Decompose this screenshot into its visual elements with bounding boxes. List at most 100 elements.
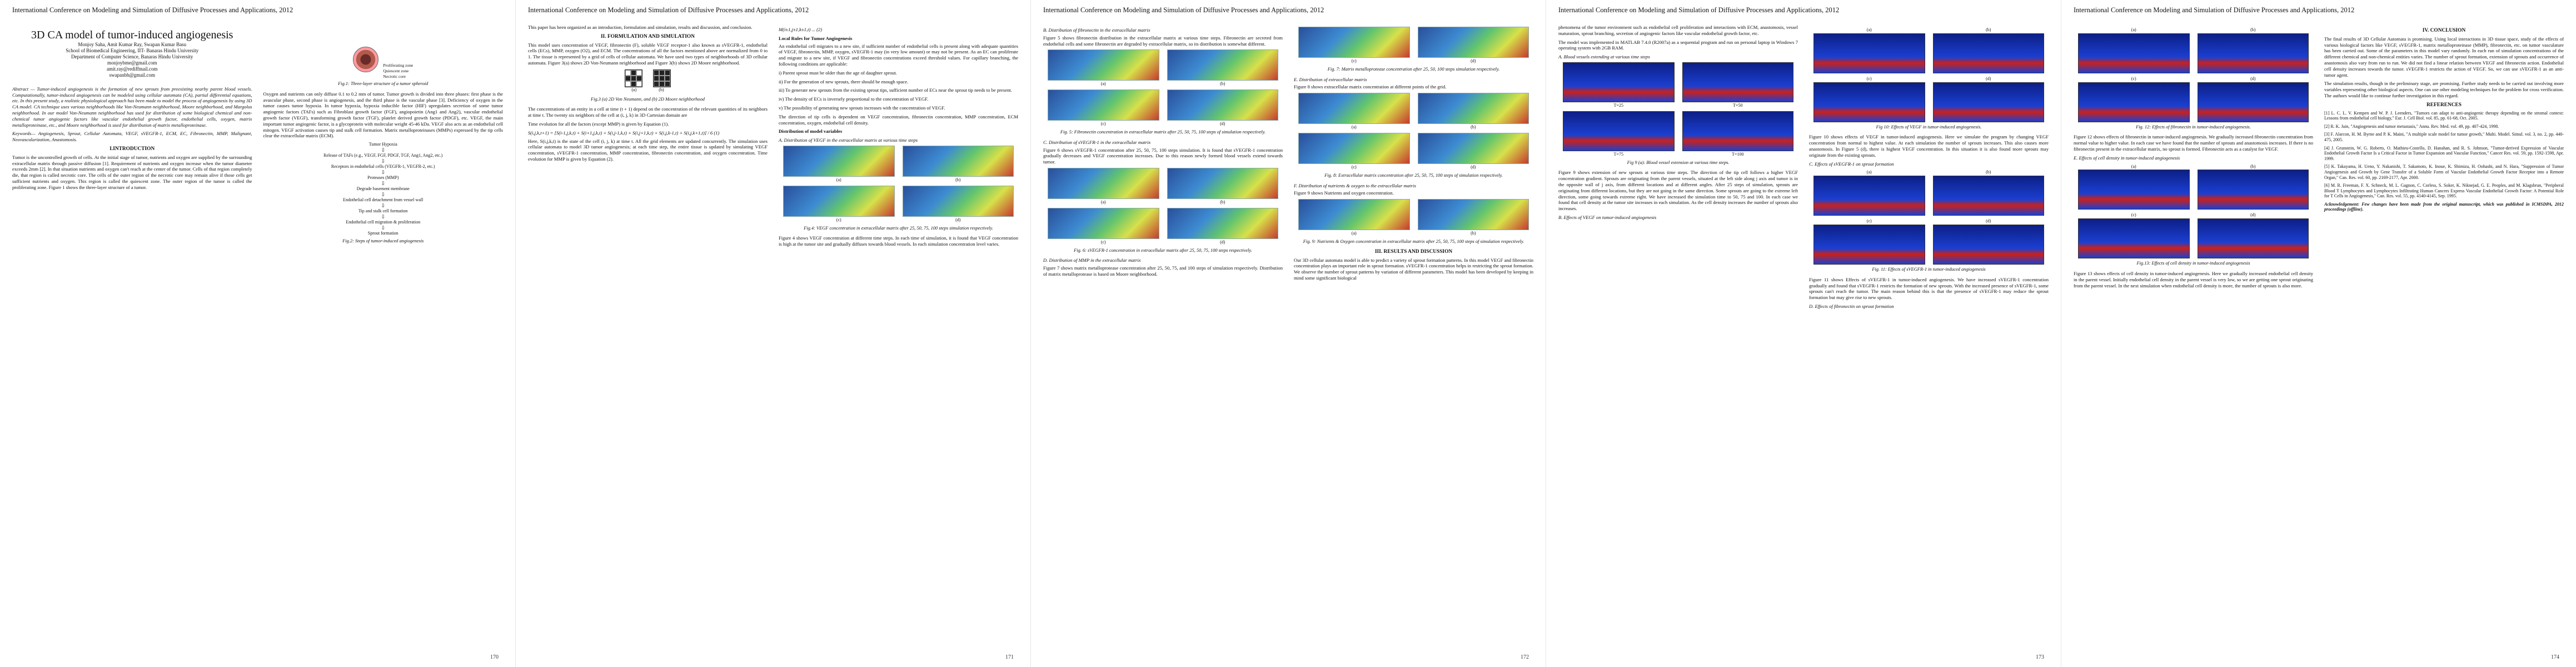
subfigure: (b) (2197, 27, 2309, 73)
subfigure: (d) (1167, 207, 1278, 246)
subfigure: (c) (1048, 89, 1159, 127)
rule-item: iii) To generate new sprouts from the ex… (779, 87, 1012, 93)
subfigure-label: (a) (1351, 231, 1357, 236)
subsection-heading: E. Distribution of extracellular matrix (1294, 76, 1367, 82)
body-text: This paper has been organized as an intr… (528, 24, 753, 30)
intro-text: Tumor is the uncontrolled growth of cell… (12, 154, 252, 190)
subsection-heading: E. Effects of cell density in tumor-indu… (2074, 155, 2180, 161)
subsection-heading: B. Distribution of fibronectin in the ex… (1043, 27, 1150, 33)
vessel-plot (1932, 176, 2044, 216)
subsection-heading: Distribution of model variables (779, 128, 843, 135)
vessel-plot (1813, 176, 1925, 216)
subfigure-label: (c) (1351, 58, 1357, 63)
vessel-plot (2197, 82, 2309, 122)
subfigure-label: (a) (836, 177, 841, 182)
author-block: Monjoy Saha, Amit Kumar Ray, Swapan Kuma… (12, 42, 252, 78)
subfigure: (d) (1417, 132, 1529, 171)
affiliation-2: Department of Computer Science, Banaras … (71, 53, 193, 59)
email-1: monjoybme@gmail.com (107, 59, 157, 66)
subfigure-label: (b) (1471, 125, 1476, 130)
subfigure-label: (b) (955, 177, 961, 182)
surface-plot (1298, 93, 1410, 125)
column-right: IV. CONCLUSION The final results of 3D C… (2324, 24, 2564, 645)
running-header: International Conference on Modeling and… (528, 6, 809, 14)
subfigure: (a) (1048, 167, 1159, 206)
arrow-icon: ⇩ (381, 147, 386, 153)
figure-5-grid: (a) (b) (c) (d) (1048, 49, 1278, 127)
body-text: Figure 10 shows effects of VEGF in tumor… (1809, 134, 2049, 158)
subsection-heading: D. Effects of fibronectin on sprout form… (1809, 303, 1894, 309)
figure-1-caption: Fig.1: Three-layer structure of a tumor … (338, 81, 428, 87)
surface-plot (902, 185, 1014, 217)
author-names: Monjoy Saha, Amit Kumar Ray, Swapan Kuma… (78, 41, 187, 47)
subfigure: (a) (1813, 169, 1925, 216)
subfigure: (b) (1932, 27, 2044, 73)
section-heading: III. RESULTS AND DISCUSSION (1374, 248, 1453, 255)
surface-plot (1298, 199, 1410, 231)
page-number: 173 (2036, 654, 2044, 660)
subfigure: (b) (1417, 93, 1529, 131)
subfigure-label: (b) (1986, 170, 1991, 175)
vessel-plot (1563, 62, 1675, 102)
subfigure-label: T=25 (1613, 102, 1623, 108)
subfigure: (c) (1048, 207, 1159, 246)
subsection-heading: D. Distribution of MMP in the extracellu… (1043, 257, 1141, 263)
flow-step: Sprout formation (367, 231, 398, 236)
surface-plot (783, 185, 895, 217)
subfigure: (a) (2078, 163, 2190, 210)
surface-plot (1048, 167, 1159, 199)
legend-proliferating: Proliferating zone (383, 63, 413, 68)
reference-item: [1] L. C. L. V. Kempen and W. P. J. Leen… (2324, 110, 2564, 121)
body-text: Here, S(i,j,k,t) is the state of the cel… (528, 138, 768, 162)
figure-3-caption: Fig.3 (a) 2D Von Neumann, and (b) 2D Moo… (591, 96, 705, 102)
column-left: This paper has been organized as an intr… (528, 24, 768, 645)
figure-3: (a) (b) (528, 69, 768, 93)
figure-7-caption: Fig. 7: Matrix metalloprotease concentra… (1327, 66, 1500, 72)
subfigure-label: (b) (1220, 81, 1225, 87)
subfigure-label: (a) (1100, 199, 1106, 205)
arrow-icon: ⇩ (381, 170, 386, 176)
subfigure: T=100 (1682, 111, 1793, 158)
subfigure: (a) (1298, 199, 1410, 237)
keywords: Keywords— Angiogenesis, Sprout, Cellular… (12, 131, 252, 143)
subfigure: (b) (1167, 167, 1278, 206)
legend-necrotic: Necrotic core (383, 74, 406, 79)
subfigure-label: (a) (1866, 170, 1872, 175)
subfigure: (a) (1048, 49, 1159, 87)
body-text: The simulation results, though in the pr… (2324, 81, 2564, 98)
surface-plot (1048, 49, 1159, 81)
column-left: phenomena of the tumor environment such … (1558, 24, 1798, 645)
subfigure: T=75 (1563, 111, 1675, 158)
vessel-plot (1932, 33, 2044, 73)
body-text: Figure 6 shows sVEGFR-1 concentration af… (1043, 147, 1283, 165)
subsection-heading: A. Distribution of VEGF in the extracell… (779, 137, 918, 143)
surface-plot (1417, 199, 1529, 231)
figure-9a-grid: T=25 T=50 T=75 T=100 (1563, 62, 1793, 158)
body-text: Figure 7 shows matrix metalloprotease co… (1043, 265, 1283, 277)
subfigure: (b) (1932, 169, 2044, 216)
flow-step: Proteases (MMP) (367, 175, 399, 181)
subfigure-label: (a) (1351, 125, 1357, 130)
equation-2: M(i±1,j±1,k±1,t) ... (2) (779, 27, 823, 32)
subfigure: (d) (1932, 218, 2044, 265)
moore-grid (652, 69, 671, 87)
rule-item: iv) The density of ECs is inversely prop… (779, 96, 929, 102)
subfigure-label: (d) (1986, 218, 1991, 224)
subfigure: (b) (1417, 199, 1529, 237)
surface-plot (1298, 132, 1410, 164)
vessel-plot (2078, 218, 2190, 259)
email-3: swapanbh@gmail.com (109, 72, 156, 78)
vessel-plot (1813, 82, 1925, 122)
body-text: Oxygen and nutrients can only diffuse 0.… (263, 91, 504, 139)
arrow-icon: ⇩ (381, 192, 386, 198)
subfigure-label: (a) (631, 87, 637, 92)
vessel-plot (1682, 62, 1793, 102)
subfigure-label: (c) (836, 217, 841, 222)
subfigure: (c) (1298, 132, 1410, 171)
subfigure-label: (b) (659, 87, 664, 92)
figure-2-flowchart: Tumor Hypoxia ⇩ Release of TAFs (e.g., VE… (263, 142, 504, 236)
body-text: Figure 13 shows effects of cell density … (2074, 270, 2313, 288)
subfigure-label: (c) (1100, 239, 1106, 245)
flow-step: Degrade basement membrane (356, 186, 410, 192)
surface-plot (783, 145, 895, 177)
